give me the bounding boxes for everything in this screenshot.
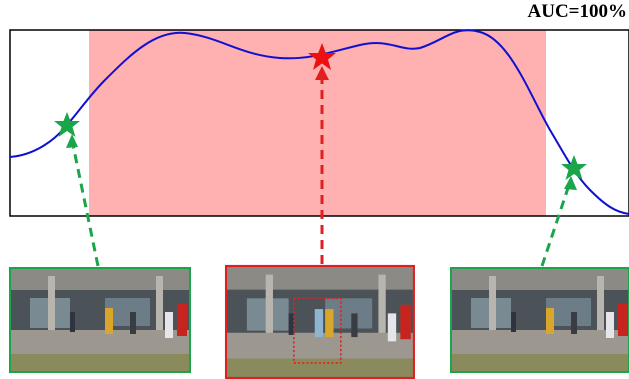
arrowhead-right — [564, 176, 577, 190]
star-left — [54, 112, 80, 137]
arrow-left — [70, 139, 100, 267]
auc-label: AUC=100% — [528, 1, 628, 22]
arrows — [70, 72, 572, 267]
arrowhead-left — [66, 134, 78, 148]
frame-middle — [224, 264, 415, 379]
score-curve — [9, 29, 629, 215]
frame-left — [9, 267, 191, 373]
frame-right — [450, 267, 629, 373]
plot-frame — [9, 29, 629, 217]
arrowhead-middle — [315, 66, 329, 80]
arrow-right — [540, 181, 572, 267]
star-right — [561, 155, 587, 180]
star-middle — [308, 43, 336, 70]
